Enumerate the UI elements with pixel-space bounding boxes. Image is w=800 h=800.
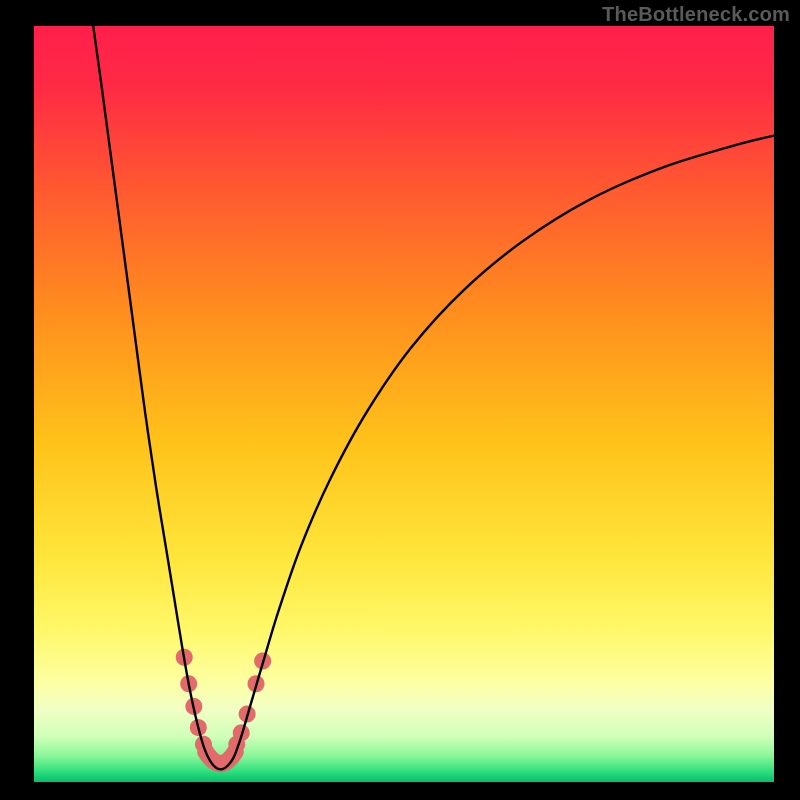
bottleneck-chart	[0, 0, 800, 800]
watermark-text: TheBottleneck.com	[602, 4, 790, 27]
